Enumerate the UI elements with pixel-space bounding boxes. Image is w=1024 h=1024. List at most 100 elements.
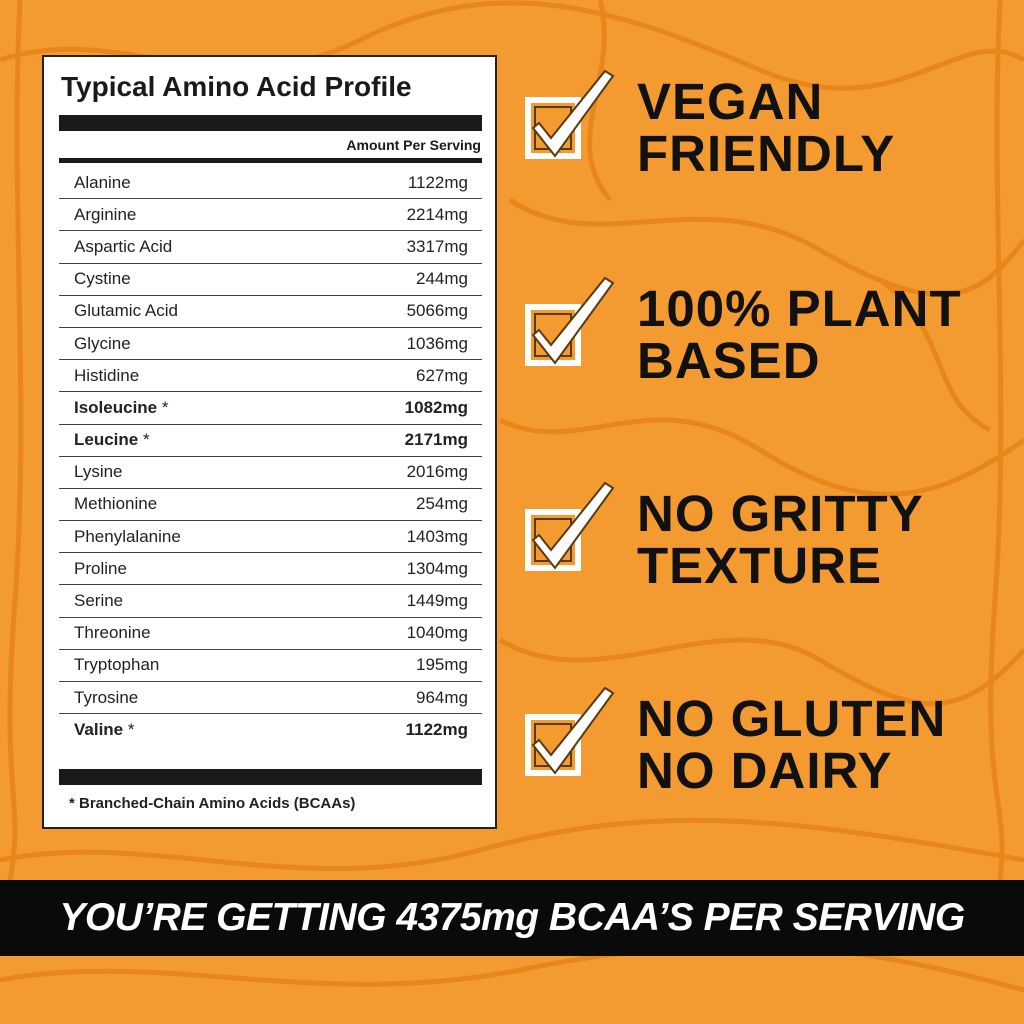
banner: YOU’RE GETTING 4375mg BCAA’S PER SERVING [0,880,1024,956]
feature: VEGAN FRIENDLY [525,68,1015,188]
feature-line: TEXTURE [637,537,883,594]
amino-name: Leucine [74,430,139,450]
amino-name: Arginine [74,204,137,224]
amino-row: Aspartic Acid 3317mg [59,231,482,264]
amino-amount: 2214mg [406,204,468,224]
amino-amount: 2016mg [406,462,468,482]
amino-row: Proline 1304mg [59,553,482,586]
bcaa-marker: * [142,430,150,450]
amino-name: Glycine [74,333,131,353]
amino-name: Tryptophan [74,655,160,675]
amino-amount: 1036mg [406,333,468,353]
amino-label: Alanine [74,173,131,193]
amino-label: Methionine [74,494,157,514]
divider-bar [59,115,482,131]
amino-amount: 1403mg [406,526,468,546]
feature-line: FRIENDLY [637,125,896,182]
feature-line: NO GRITTY [637,485,924,542]
amino-name: Phenylalanine [74,526,181,546]
amino-row: Glycine 1036mg [59,328,482,361]
amino-row: Alanine 1122mg [59,167,482,200]
amino-label: Isoleucine * [74,398,169,418]
feature-line: BASED [637,332,821,389]
check-icon [525,69,615,159]
feature-line: NO DAIRY [637,742,893,799]
amino-label: Valine * [74,720,135,740]
check-icon [525,481,615,571]
amino-name: Glutamic Acid [74,301,178,321]
amino-label: Lysine [74,462,123,482]
feature-line: VEGAN [637,73,824,130]
amino-row: Glutamic Acid 5066mg [59,296,482,328]
amino-name: Proline [74,558,127,578]
check-icon [525,276,615,366]
amino-row: Cystine 244mg [59,264,482,296]
feature-line: 100% PLANT [637,280,962,337]
amino-row: Tryptophan 195mg [59,650,482,682]
amino-amount: 5066mg [406,301,468,321]
amino-amount: 3317mg [406,236,468,256]
amino-label: Cystine [74,269,131,289]
divider-bar [59,158,482,163]
amino-acid-panel: Typical Amino Acid Profile Amount Per Se… [42,55,497,829]
amino-name: Histidine [74,365,140,385]
amino-amount: 1304mg [406,558,468,578]
amino-name: Cystine [74,269,131,289]
footnote: * Branched-Chain Amino Acids (BCAAs) [69,795,356,812]
amino-row: Isoleucine * 1082mg [59,392,482,425]
amino-label: Tryptophan [74,655,159,675]
amino-name: Threonine [74,623,151,643]
amino-label: Serine [74,591,123,611]
amino-amount: 2171mg [404,430,468,450]
amino-amount: 964mg [416,687,468,707]
amino-label: Tyrosine [74,688,138,708]
amino-row: Phenylalanine 1403mg [59,521,482,554]
amino-label: Histidine [74,366,139,386]
amino-amount: 195mg [416,655,468,675]
divider-bar [59,769,482,785]
amino-name: Alanine [74,172,131,192]
feature-line: NO GLUTEN [637,690,947,747]
amino-name: Tyrosine [74,687,139,707]
amino-amount: 244mg [416,269,468,289]
feature: NO GRITTY TEXTURE [525,480,1015,600]
amino-label: Threonine [74,623,151,643]
amino-row: Valine * 1122mg [59,714,482,746]
amino-amount: 1082mg [404,397,468,417]
amino-amount: 1122mg [407,172,468,192]
amino-name: Aspartic Acid [74,236,173,256]
amino-row: Arginine 2214mg [59,199,482,232]
amino-label: Leucine * [74,430,150,450]
amino-name: Lysine [74,462,123,482]
amino-name: Serine [74,591,124,611]
amino-amount: 1040mg [406,623,468,643]
check-icon [525,686,615,776]
panel-title: Typical Amino Acid Profile [61,71,412,102]
amino-row: Leucine * 2171mg [59,425,482,457]
amino-row: Tyrosine 964mg [59,682,482,715]
amino-label: Aspartic Acid [74,237,172,257]
amino-amount: 1122mg [405,720,468,740]
amino-label: Phenylalanine [74,527,181,547]
amino-name: Methionine [74,494,158,514]
amino-label: Glycine [74,334,131,354]
bcaa-marker: * [127,720,135,740]
amino-row: Lysine 2016mg [59,457,482,489]
amino-label: Glutamic Acid [74,301,178,321]
amino-row: Threonine 1040mg [59,618,482,650]
amino-row: Methionine 254mg [59,489,482,522]
amino-label: Arginine [74,205,136,225]
amino-name: Isoleucine [74,397,158,417]
feature: NO GLUTEN NO DAIRY [525,685,1015,805]
column-header: Amount Per Serving [346,137,481,153]
amino-name: Valine [74,720,124,740]
amino-row: Histidine 627mg [59,360,482,393]
amino-amount: 254mg [416,494,468,514]
amino-amount: 1449mg [406,591,468,611]
amino-row: Serine 1449mg [59,585,482,618]
amino-amount: 627mg [416,365,468,385]
amino-acid-rows: Alanine 1122mg Arginine 2214mg Aspartic Acid… [59,167,482,746]
amino-label: Proline [74,559,127,579]
